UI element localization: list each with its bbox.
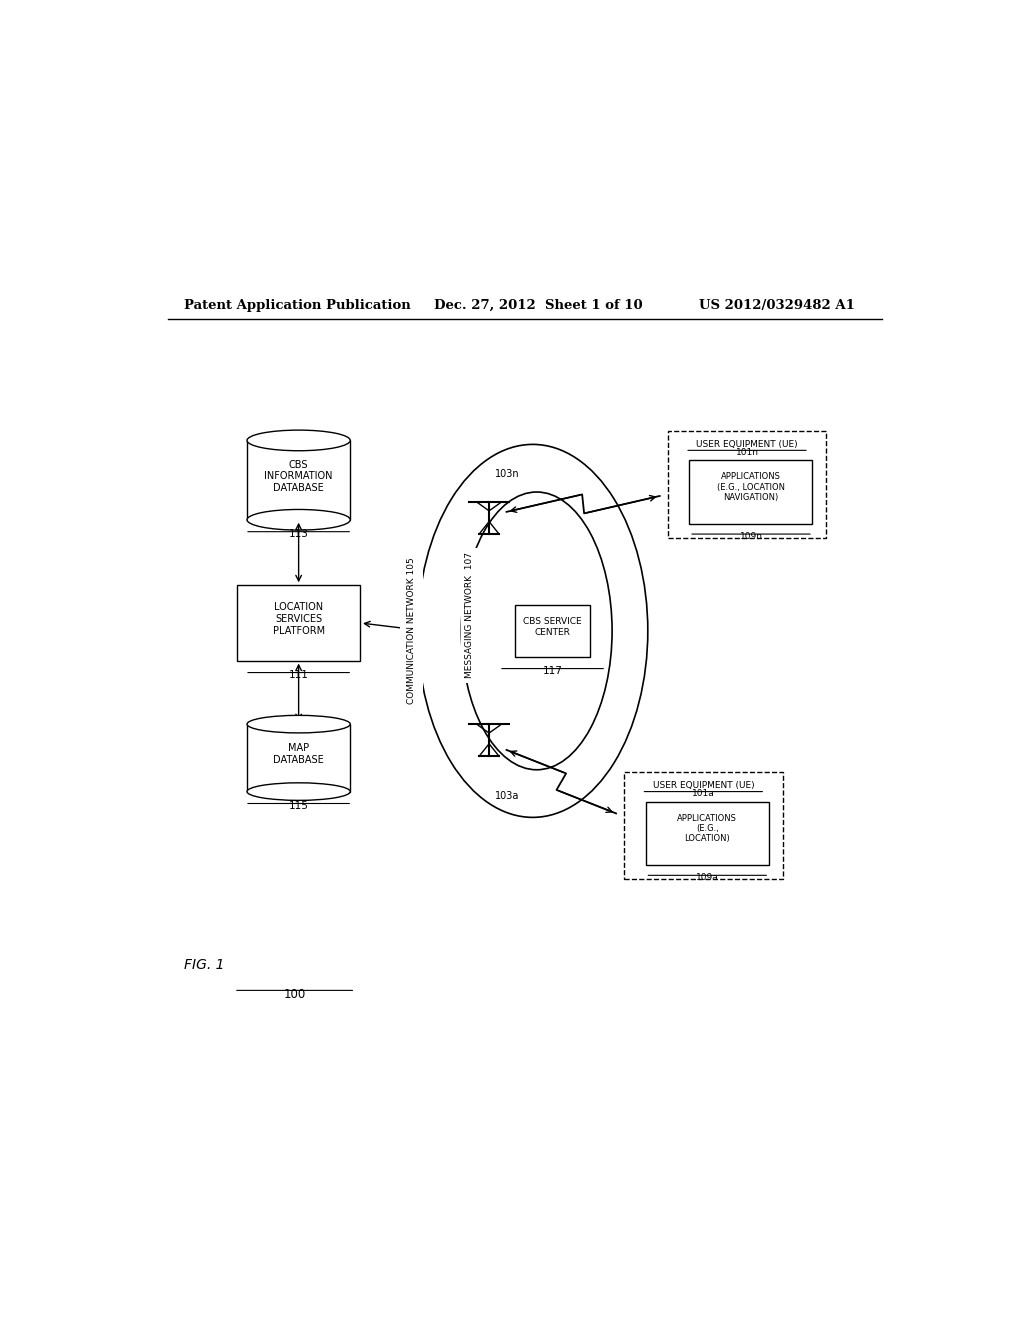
Text: 109a: 109a: [696, 873, 719, 882]
Text: APPLICATIONS
(E.G.,
LOCATION): APPLICATIONS (E.G., LOCATION): [678, 813, 737, 843]
Text: 101n: 101n: [735, 447, 759, 457]
Text: 103a: 103a: [496, 791, 520, 801]
Text: CBS SERVICE
CENTER: CBS SERVICE CENTER: [523, 618, 582, 636]
Text: 109n: 109n: [739, 532, 763, 541]
FancyBboxPatch shape: [668, 430, 826, 537]
Text: CBS
INFORMATION
DATABASE: CBS INFORMATION DATABASE: [264, 459, 333, 492]
FancyBboxPatch shape: [624, 772, 782, 879]
Text: MAP
DATABASE: MAP DATABASE: [273, 743, 324, 764]
Text: 103n: 103n: [496, 469, 520, 479]
Text: 115: 115: [289, 801, 308, 810]
Text: 100: 100: [284, 987, 306, 1001]
Text: Dec. 27, 2012  Sheet 1 of 10: Dec. 27, 2012 Sheet 1 of 10: [433, 300, 642, 312]
Text: 101a: 101a: [692, 789, 715, 799]
Text: APPLICATIONS
(E.G., LOCATION
NAVIGATION): APPLICATIONS (E.G., LOCATION NAVIGATION): [717, 473, 785, 502]
Polygon shape: [247, 725, 350, 792]
Text: USER EQUIPMENT (UE): USER EQUIPMENT (UE): [696, 440, 798, 449]
Polygon shape: [247, 441, 350, 520]
Text: MESSAGING NETWORK  107: MESSAGING NETWORK 107: [465, 552, 474, 678]
Ellipse shape: [247, 783, 350, 800]
Text: COMMUNICATION NETWORK 105: COMMUNICATION NETWORK 105: [408, 557, 416, 705]
Ellipse shape: [418, 445, 648, 817]
FancyBboxPatch shape: [646, 801, 769, 865]
Ellipse shape: [247, 715, 350, 733]
Text: LOCATION
SERVICES
PLATFORM: LOCATION SERVICES PLATFORM: [272, 602, 325, 636]
Text: 113: 113: [289, 529, 308, 540]
Text: FIG. 1: FIG. 1: [183, 958, 224, 972]
Text: 117: 117: [543, 667, 562, 676]
Ellipse shape: [247, 510, 350, 531]
Text: US 2012/0329482 A1: US 2012/0329482 A1: [699, 300, 855, 312]
Ellipse shape: [461, 492, 612, 770]
Text: 111: 111: [289, 671, 308, 680]
FancyBboxPatch shape: [515, 605, 590, 656]
Text: USER EQUIPMENT (UE): USER EQUIPMENT (UE): [652, 781, 754, 791]
Ellipse shape: [247, 430, 350, 450]
FancyBboxPatch shape: [238, 585, 360, 660]
FancyBboxPatch shape: [689, 461, 812, 524]
Text: Patent Application Publication: Patent Application Publication: [183, 300, 411, 312]
